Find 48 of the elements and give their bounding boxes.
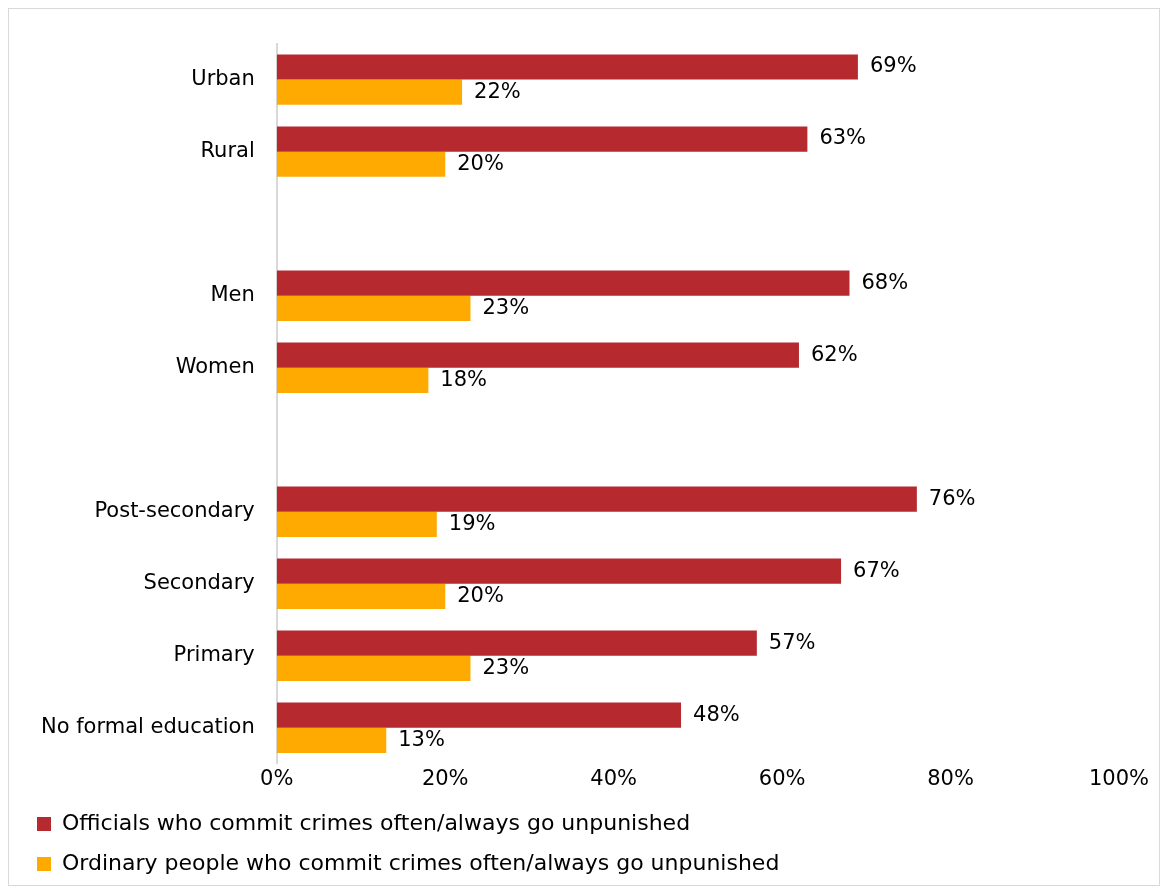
data-label: 68%	[861, 269, 909, 294]
bar	[276, 558, 842, 584]
legend-label: Officials who commit crimes often/always go unpunished	[62, 809, 691, 835]
legend-label: Ordinary people who commit crimes often/always go unpunished	[62, 849, 780, 875]
data-label: 67%	[853, 557, 900, 582]
y-tick-label: Primary	[173, 642, 255, 667]
bar	[276, 270, 850, 296]
y-tick-label: Urban	[191, 66, 255, 91]
data-label: 19%	[448, 510, 496, 535]
y-tick-label: Secondary	[143, 570, 255, 595]
bar	[276, 486, 917, 512]
data-label: 48%	[693, 701, 740, 726]
bar	[276, 54, 858, 80]
x-tick-label: 60%	[758, 765, 806, 790]
data-label: 63%	[819, 125, 867, 150]
data-label: 23%	[482, 654, 530, 679]
y-tick-label: Post-secondary	[94, 498, 255, 523]
bar	[276, 126, 808, 152]
bar	[276, 295, 471, 321]
x-tick-label: 80%	[927, 765, 974, 790]
bar	[276, 655, 471, 681]
y-tick-label: Men	[210, 282, 255, 307]
data-label: 22%	[474, 78, 521, 103]
x-tick-label: 0%	[260, 765, 294, 790]
y-tick-label: No formal education	[40, 714, 255, 739]
data-label: 76%	[928, 485, 976, 510]
bar	[276, 367, 429, 393]
bar	[276, 727, 387, 753]
x-tick-label: 100%	[1088, 765, 1150, 790]
bar	[276, 702, 682, 728]
data-label: 20%	[457, 582, 504, 607]
data-label: 20%	[457, 150, 504, 175]
data-label: 23%	[482, 294, 530, 319]
bar	[276, 342, 799, 368]
data-label: 18%	[440, 366, 488, 391]
data-label: 69%	[869, 53, 917, 78]
y-tick-label: Women	[175, 354, 255, 379]
bar	[276, 511, 437, 537]
bar	[276, 151, 446, 177]
data-label: 62%	[810, 341, 858, 366]
x-tick-label: 20%	[421, 765, 469, 790]
data-label: 57%	[768, 629, 816, 654]
bar	[276, 79, 463, 105]
x-tick-label: 40%	[590, 765, 638, 790]
data-label: 13%	[398, 726, 445, 751]
bar	[276, 630, 757, 656]
bar	[276, 583, 446, 609]
y-tick-label: Rural	[200, 138, 255, 163]
